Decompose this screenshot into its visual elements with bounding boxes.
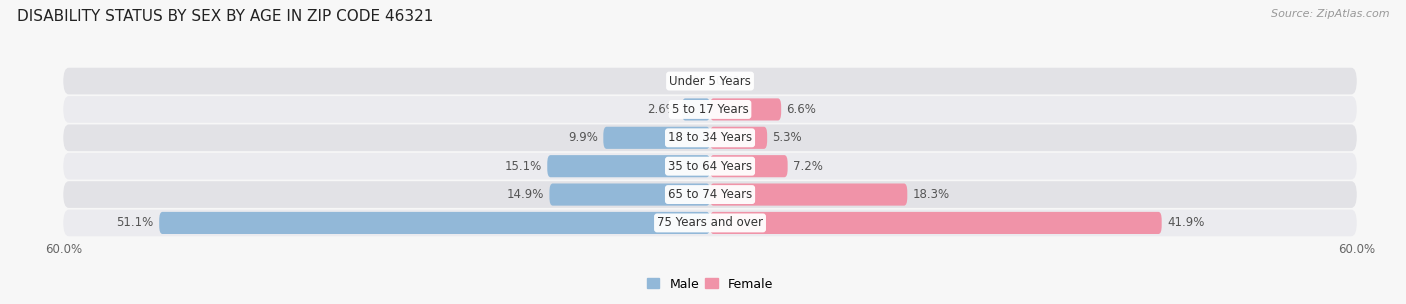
Text: 7.2%: 7.2% bbox=[793, 160, 823, 173]
FancyBboxPatch shape bbox=[63, 153, 1357, 180]
FancyBboxPatch shape bbox=[710, 212, 1161, 234]
Text: 0.0%: 0.0% bbox=[675, 74, 704, 88]
FancyBboxPatch shape bbox=[63, 124, 1357, 151]
Text: 6.6%: 6.6% bbox=[786, 103, 817, 116]
FancyBboxPatch shape bbox=[710, 184, 907, 206]
Text: 5.3%: 5.3% bbox=[772, 131, 803, 144]
FancyBboxPatch shape bbox=[159, 212, 710, 234]
Text: 2.6%: 2.6% bbox=[647, 103, 676, 116]
FancyBboxPatch shape bbox=[63, 209, 1357, 236]
Text: 14.9%: 14.9% bbox=[506, 188, 544, 201]
Text: 35 to 64 Years: 35 to 64 Years bbox=[668, 160, 752, 173]
FancyBboxPatch shape bbox=[63, 68, 1357, 95]
FancyBboxPatch shape bbox=[547, 155, 710, 177]
Text: DISABILITY STATUS BY SEX BY AGE IN ZIP CODE 46321: DISABILITY STATUS BY SEX BY AGE IN ZIP C… bbox=[17, 9, 433, 24]
FancyBboxPatch shape bbox=[682, 98, 710, 120]
FancyBboxPatch shape bbox=[710, 155, 787, 177]
Legend: Male, Female: Male, Female bbox=[643, 273, 778, 295]
Text: 65 to 74 Years: 65 to 74 Years bbox=[668, 188, 752, 201]
FancyBboxPatch shape bbox=[63, 96, 1357, 123]
FancyBboxPatch shape bbox=[603, 127, 710, 149]
FancyBboxPatch shape bbox=[710, 98, 782, 120]
Text: 41.9%: 41.9% bbox=[1167, 216, 1205, 230]
Text: 15.1%: 15.1% bbox=[505, 160, 541, 173]
Text: 18 to 34 Years: 18 to 34 Years bbox=[668, 131, 752, 144]
FancyBboxPatch shape bbox=[550, 184, 710, 206]
Text: Source: ZipAtlas.com: Source: ZipAtlas.com bbox=[1271, 9, 1389, 19]
Text: 0.0%: 0.0% bbox=[716, 74, 745, 88]
Text: 9.9%: 9.9% bbox=[568, 131, 598, 144]
Text: 51.1%: 51.1% bbox=[117, 216, 153, 230]
FancyBboxPatch shape bbox=[710, 127, 768, 149]
Text: Under 5 Years: Under 5 Years bbox=[669, 74, 751, 88]
FancyBboxPatch shape bbox=[63, 181, 1357, 208]
Text: 5 to 17 Years: 5 to 17 Years bbox=[672, 103, 748, 116]
Text: 18.3%: 18.3% bbox=[912, 188, 950, 201]
Text: 75 Years and over: 75 Years and over bbox=[657, 216, 763, 230]
